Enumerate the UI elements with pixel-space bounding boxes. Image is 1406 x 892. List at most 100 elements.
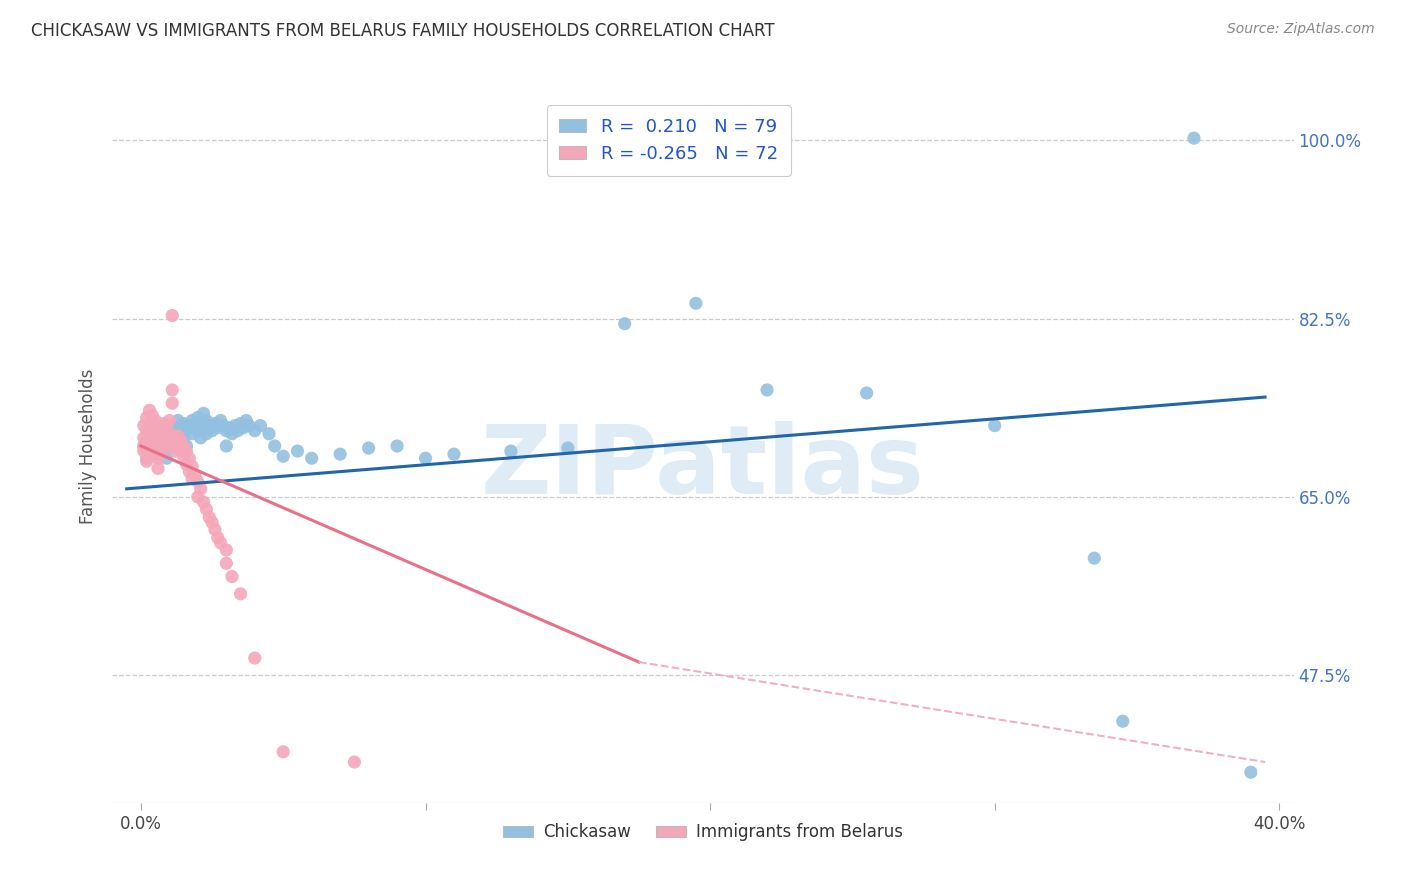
Point: [201, 424, 224, 438]
Point: [165, 439, 187, 453]
Point: [162, 434, 184, 448]
Point: [176, 439, 198, 453]
Point: [229, 417, 252, 431]
Point: [173, 449, 195, 463]
Point: [152, 437, 174, 451]
Point: [271, 449, 294, 463]
Point: [132, 439, 155, 453]
Point: [132, 444, 155, 458]
Point: [238, 418, 260, 433]
Point: [149, 446, 172, 460]
Point: [209, 536, 232, 550]
Point: [243, 424, 266, 438]
Point: [155, 451, 177, 466]
Point: [167, 413, 190, 427]
Point: [135, 434, 157, 448]
Point: [983, 418, 1005, 433]
Point: [135, 444, 157, 458]
Point: [221, 426, 243, 441]
Point: [212, 418, 235, 433]
Point: [195, 502, 218, 516]
Point: [146, 439, 169, 453]
Point: [157, 426, 180, 441]
Point: [193, 420, 215, 434]
Text: Source: ZipAtlas.com: Source: ZipAtlas.com: [1227, 22, 1375, 37]
Point: [287, 444, 309, 458]
Point: [195, 426, 218, 441]
Point: [343, 755, 366, 769]
Point: [173, 439, 195, 453]
Point: [201, 516, 224, 530]
Legend: Chickasaw, Immigrants from Belarus: Chickasaw, Immigrants from Belarus: [496, 817, 910, 848]
Point: [179, 451, 201, 466]
Point: [165, 434, 187, 448]
Point: [176, 423, 198, 437]
Point: [226, 424, 249, 438]
Point: [170, 444, 193, 458]
Point: [132, 439, 155, 453]
Point: [138, 449, 160, 463]
Point: [170, 434, 193, 448]
Point: [170, 420, 193, 434]
Point: [385, 439, 408, 453]
Point: [613, 317, 636, 331]
Point: [195, 413, 218, 427]
Point: [190, 417, 212, 431]
Point: [198, 510, 221, 524]
Point: [187, 424, 209, 438]
Point: [141, 409, 163, 423]
Point: [155, 439, 177, 453]
Point: [173, 431, 195, 445]
Point: [143, 439, 166, 453]
Point: [146, 431, 169, 445]
Point: [135, 451, 157, 466]
Point: [204, 417, 226, 431]
Point: [215, 439, 238, 453]
Point: [141, 441, 163, 455]
Point: [685, 296, 707, 310]
Point: [157, 413, 180, 427]
Point: [173, 417, 195, 431]
Point: [193, 406, 215, 420]
Y-axis label: Family Households: Family Households: [79, 368, 97, 524]
Point: [141, 434, 163, 448]
Point: [162, 418, 184, 433]
Point: [138, 403, 160, 417]
Point: [181, 472, 204, 486]
Point: [162, 396, 184, 410]
Point: [176, 458, 198, 472]
Point: [149, 444, 172, 458]
Point: [229, 587, 252, 601]
Point: [855, 386, 877, 401]
Point: [162, 383, 184, 397]
Point: [149, 424, 172, 438]
Point: [146, 441, 169, 455]
Point: [184, 467, 207, 482]
Point: [155, 434, 177, 448]
Point: [329, 447, 352, 461]
Point: [271, 745, 294, 759]
Point: [165, 444, 187, 458]
Point: [152, 441, 174, 455]
Point: [141, 444, 163, 458]
Point: [1083, 551, 1105, 566]
Point: [138, 439, 160, 453]
Text: ZIPatlas: ZIPatlas: [481, 421, 925, 514]
Point: [209, 413, 232, 427]
Point: [190, 431, 212, 445]
Text: CHICKASAW VS IMMIGRANTS FROM BELARUS FAMILY HOUSEHOLDS CORRELATION CHART: CHICKASAW VS IMMIGRANTS FROM BELARUS FAM…: [31, 22, 775, 40]
Point: [135, 454, 157, 468]
Point: [190, 482, 212, 496]
Point: [167, 441, 190, 455]
Point: [181, 413, 204, 427]
Point: [181, 426, 204, 441]
Point: [232, 420, 254, 434]
Point: [146, 418, 169, 433]
Point: [157, 439, 180, 453]
Point: [198, 418, 221, 433]
Point: [207, 420, 229, 434]
Point: [179, 418, 201, 433]
Point: [301, 451, 323, 466]
Point: [215, 543, 238, 558]
Point: [176, 444, 198, 458]
